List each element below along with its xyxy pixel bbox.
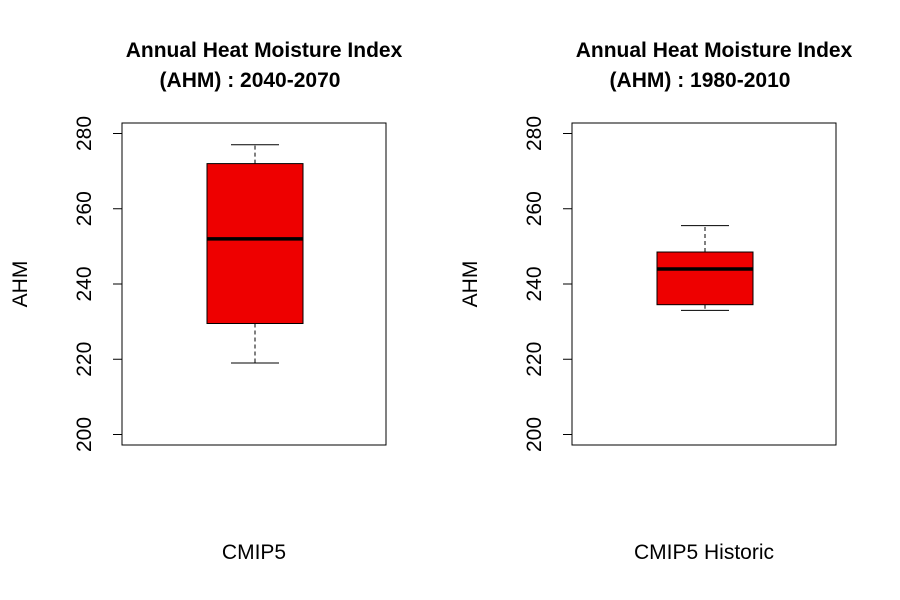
y-axis-label: AHM bbox=[459, 261, 482, 308]
panel-left: Annual Heat Moisture Index (AHM) : 2040-… bbox=[9, 39, 403, 564]
y-tick-label: 200 bbox=[523, 417, 546, 452]
y-axis: 200 220 240 260 280 bbox=[73, 116, 123, 452]
chart-title-line1: Annual Heat Moisture Index bbox=[126, 39, 403, 62]
x-axis-label: CMIP5 bbox=[222, 541, 286, 564]
iqr-box bbox=[656, 251, 754, 306]
y-tick-label: 260 bbox=[73, 191, 96, 226]
iqr-box bbox=[206, 163, 304, 325]
y-tick-label: 240 bbox=[523, 266, 546, 301]
y-axis: 200 220 240 260 280 bbox=[523, 116, 573, 452]
x-axis-label: CMIP5 Historic bbox=[634, 541, 774, 564]
chart-title-line2: (AHM) : 1980-2010 bbox=[610, 69, 791, 92]
y-tick-label: 280 bbox=[73, 116, 96, 151]
y-tick-label: 280 bbox=[523, 116, 546, 151]
y-tick-label: 200 bbox=[73, 417, 96, 452]
chart-title-line1: Annual Heat Moisture Index bbox=[576, 39, 853, 62]
panel-right: Annual Heat Moisture Index (AHM) : 1980-… bbox=[459, 39, 853, 564]
y-tick-label: 220 bbox=[523, 342, 546, 377]
box-group bbox=[206, 144, 304, 364]
y-axis-label: AHM bbox=[9, 261, 32, 308]
y-tick-label: 260 bbox=[523, 191, 546, 226]
box-group bbox=[656, 225, 754, 311]
y-tick-label: 240 bbox=[73, 266, 96, 301]
y-tick-label: 220 bbox=[73, 342, 96, 377]
chart-title-line2: (AHM) : 2040-2070 bbox=[160, 69, 341, 92]
